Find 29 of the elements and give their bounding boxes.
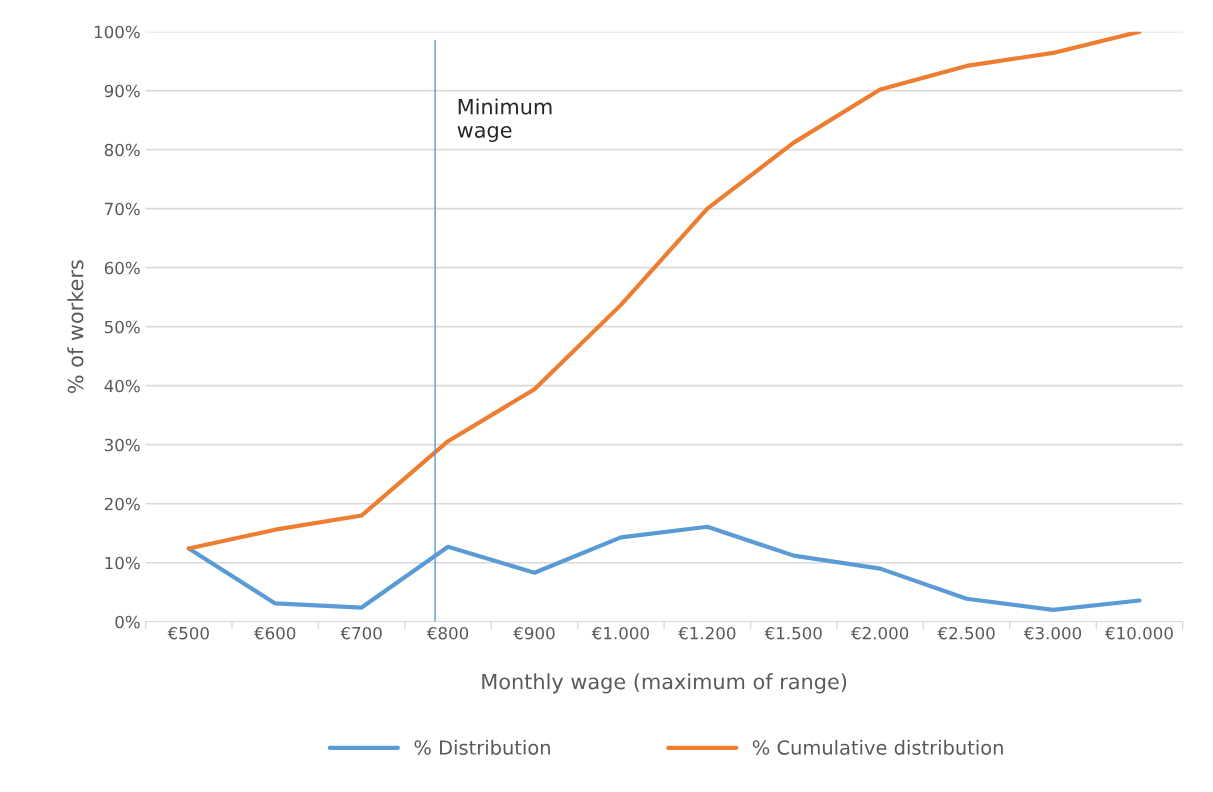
x-tick-label: €1.200 xyxy=(678,626,736,640)
y-tick-label: 60% xyxy=(104,261,140,275)
x-tick-label: €1.000 xyxy=(591,626,649,640)
y-tick-label: 50% xyxy=(104,320,140,334)
x-tick-label: €700 xyxy=(340,626,382,640)
x-tick-label: €3.000 xyxy=(1023,626,1082,640)
x-tick-label: €10.000 xyxy=(1105,626,1173,640)
y-tick-label: 0% xyxy=(115,615,140,629)
legend-label: % Distribution xyxy=(414,739,550,755)
x-axis-title: Monthly wage (maximum of range) xyxy=(482,673,847,694)
x-tick-label: €1.500 xyxy=(764,626,822,640)
x-tick-label: €2.500 xyxy=(937,626,995,640)
x-tick-label: €900 xyxy=(513,626,555,640)
y-tick-label: 40% xyxy=(104,379,140,393)
y-tick-label: 90% xyxy=(104,84,140,98)
line-series xyxy=(186,31,1142,551)
y-tick-label: 80% xyxy=(104,143,140,157)
legend-label: % Cumulative distribution xyxy=(752,739,1003,755)
x-tick-label: €600 xyxy=(253,626,296,640)
y-tick-label: 100% xyxy=(94,25,140,39)
ref-line-label: Minimum wage xyxy=(457,98,552,142)
x-tick-label: €800 xyxy=(426,626,469,640)
y-tick-label: 30% xyxy=(104,438,140,452)
y-axis-title: % of workers xyxy=(67,260,84,394)
y-tick-label: 70% xyxy=(105,202,140,216)
y-tick-label: 10% xyxy=(105,556,140,570)
x-tick-label: €2.000 xyxy=(851,626,909,640)
x-tick-label: €500 xyxy=(167,626,209,640)
y-tick-label: 20% xyxy=(104,497,140,511)
